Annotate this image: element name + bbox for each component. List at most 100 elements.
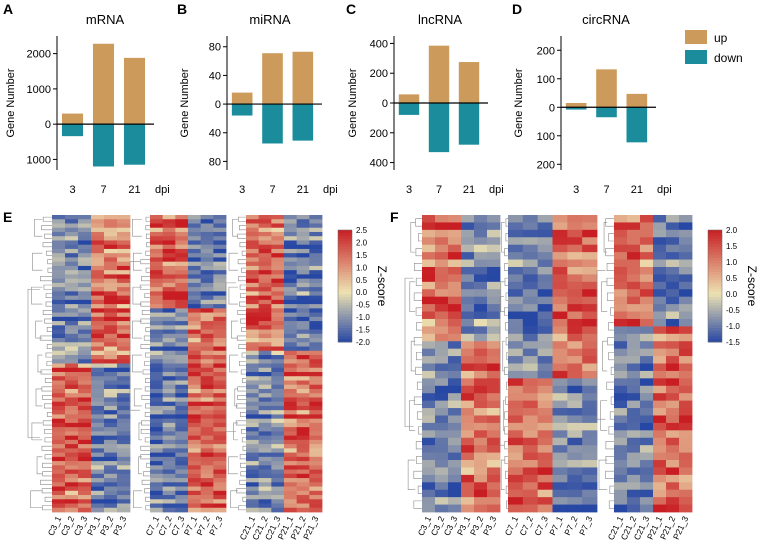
heatmap-cell	[117, 274, 131, 280]
heatmap-cell	[117, 312, 131, 318]
heatmap-cell	[508, 259, 524, 268]
chart-title: mRNA	[86, 12, 125, 27]
colorbar-segment	[708, 286, 722, 290]
heatmap-cell	[91, 359, 105, 364]
y-tick-label: 40	[209, 128, 221, 140]
heatmap-cell	[258, 316, 272, 322]
heatmap-cell	[104, 414, 118, 420]
heatmap-cell	[508, 445, 524, 453]
colorbar-segment	[708, 232, 722, 236]
heatmap-cell	[78, 359, 92, 364]
heatmap-cell	[162, 435, 176, 441]
heatmap-cell	[614, 281, 628, 290]
heatmap-cell	[117, 236, 131, 241]
heatmap-cell	[246, 414, 260, 420]
heatmap-cell	[435, 296, 449, 305]
heatmap-cell	[65, 414, 79, 420]
heatmap-cell	[474, 311, 488, 320]
heatmap-cell	[461, 244, 475, 253]
heatmap-cell	[258, 342, 272, 347]
heatmap-cell	[627, 266, 641, 275]
heatmap-cell	[522, 482, 539, 491]
heatmap-cell	[188, 270, 202, 275]
heatmap-cell	[246, 431, 260, 437]
heatmap-cell	[200, 499, 214, 504]
heatmap-cell	[188, 380, 202, 386]
heatmap-cell	[422, 237, 436, 246]
dendrogram-branch	[132, 218, 142, 237]
heatmap-cell	[435, 378, 449, 387]
heatmap-cell	[258, 278, 272, 284]
y-axis-label: Gene Number	[347, 68, 359, 137]
heatmap-cell	[666, 318, 680, 327]
heatmap-cell	[614, 266, 628, 275]
heatmap-cell	[150, 495, 164, 500]
heatmap-cell	[91, 223, 105, 229]
heatmap-cell	[65, 410, 79, 415]
heatmap-cell	[78, 333, 92, 339]
heatmap-cell	[640, 274, 654, 283]
heatmap-cell	[448, 222, 462, 231]
heatmap-cell	[296, 461, 310, 466]
heatmap-cell	[448, 415, 462, 424]
bar-down	[262, 104, 283, 144]
heatmap-cell	[78, 299, 92, 305]
heatmap-cell	[213, 346, 227, 352]
heatmap-cell	[150, 355, 164, 360]
dendrogram-branch	[606, 381, 614, 390]
heatmap-cell	[175, 350, 189, 356]
heatmap-cell	[175, 435, 189, 441]
heatmap-cell	[552, 400, 568, 409]
heatmap-cell	[104, 384, 118, 390]
heatmap-cell	[258, 265, 272, 271]
heatmap-cell	[435, 504, 449, 513]
heatmap-cell	[188, 265, 202, 271]
heatmap-cell	[246, 401, 260, 407]
heatmap-cell	[567, 430, 583, 439]
heatmap-cell	[627, 274, 641, 283]
heatmap-cell	[552, 244, 568, 253]
heatmap-cell	[666, 311, 680, 320]
heatmap-cell	[653, 393, 667, 402]
heatmap-cell	[552, 393, 568, 402]
heatmap-cell	[296, 503, 310, 509]
heatmap-cell	[309, 427, 323, 432]
heatmap-cell	[582, 430, 598, 439]
heatmap-cell	[117, 240, 131, 246]
heatmap-cell	[271, 253, 285, 258]
heatmap-cell	[246, 393, 260, 398]
heatmap-cell	[65, 287, 79, 292]
heatmap-cell	[309, 291, 323, 297]
heatmap-cell	[52, 287, 66, 292]
heatmap-cell	[653, 318, 667, 327]
heatmap-cell	[162, 482, 176, 487]
heatmap-cell	[200, 371, 214, 377]
panel-letter-f: F	[390, 209, 399, 225]
heatmap-cell	[117, 380, 131, 386]
heatmap-cell	[117, 291, 131, 297]
heatmap-cell	[162, 414, 176, 420]
heatmap-cell	[91, 231, 105, 237]
heatmap-cell	[552, 378, 568, 387]
heatmap-cell	[271, 304, 285, 309]
x-tick-label: 21	[631, 184, 643, 196]
heatmap-cell	[522, 259, 539, 268]
heatmap-cell	[258, 397, 272, 403]
colorbar-segment	[338, 291, 352, 295]
heatmap-cell	[78, 448, 92, 453]
heatmap-cell	[627, 370, 641, 379]
dendrogram-branch	[505, 322, 508, 331]
heatmap-cell	[175, 427, 189, 432]
sample-label: P3_3	[111, 514, 129, 536]
chart-title: miRNA	[249, 12, 290, 27]
heatmap-cell	[474, 289, 488, 298]
heatmap-cell	[284, 431, 298, 437]
heatmap-cell	[627, 326, 641, 335]
heatmap-cell	[200, 376, 214, 381]
heatmap-cell	[52, 278, 66, 284]
colorbar-segment	[338, 325, 352, 329]
heatmap-cell	[422, 400, 436, 409]
heatmap-cell	[552, 445, 568, 453]
colorbar-tick-label: 1.0	[356, 263, 368, 272]
heatmap-cell	[200, 384, 214, 390]
